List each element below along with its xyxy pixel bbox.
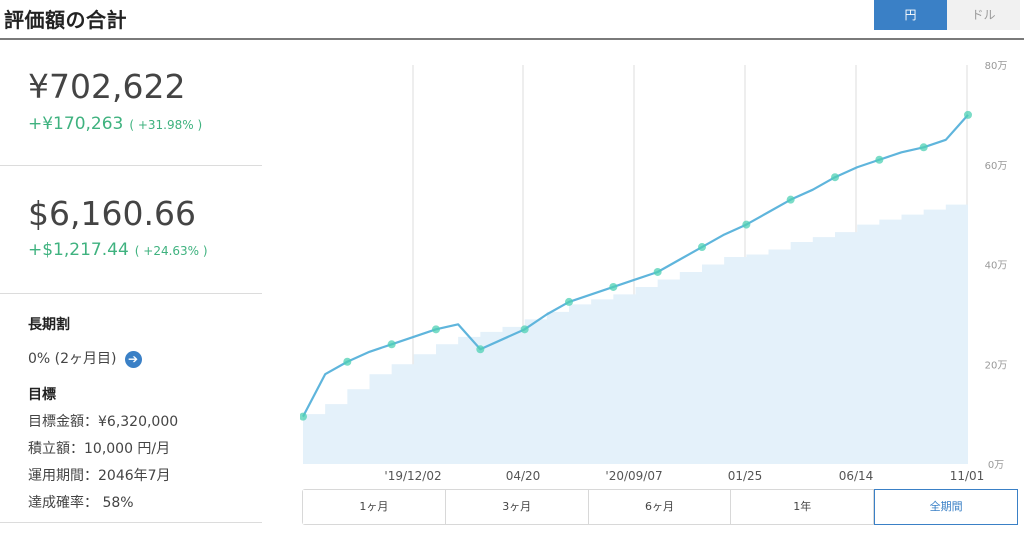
x-tick-label: '19/12/02 <box>384 469 441 483</box>
y-tick-label: 0万 <box>988 460 1004 471</box>
long-term-discount-value: 0% (2ヶ月目) <box>28 351 117 367</box>
usd-gain-value: +$1,217.44 <box>28 240 129 260</box>
long-term-discount-title: 長期割 <box>28 317 70 333</box>
usd-total-amount: $6,160.66 <box>28 194 196 233</box>
x-tick-label: 11/01 <box>950 469 985 483</box>
usd-gain-percent: ( +24.63% ) <box>134 244 208 258</box>
valuation-chart[interactable]: 0万 20万 40万 60万 80万 '19/12/02 04/20 '20/09/07 01/… <box>300 60 1024 490</box>
data-point <box>520 325 529 334</box>
period-1-month-button[interactable]: 1ヶ月 <box>303 490 446 524</box>
data-point <box>343 357 352 366</box>
valuation-line <box>302 114 969 418</box>
data-point <box>786 195 795 204</box>
data-point <box>698 243 706 252</box>
page-title: 評価額の合計 <box>4 8 127 32</box>
data-point <box>432 325 440 334</box>
currency-toggle: 円 ドル <box>874 0 1020 30</box>
period-selector: 1ヶ月 3ヶ月 6ヶ月 1年 全期間 <box>302 489 1018 525</box>
data-point <box>300 412 307 421</box>
x-tick-label: '20/09/07 <box>605 469 662 483</box>
currency-yen-button[interactable]: 円 <box>874 0 947 30</box>
jpy-gain: +¥170,263 ( +31.98% ) <box>28 114 202 134</box>
arrow-right-icon[interactable]: ➔ <box>124 350 142 368</box>
jpy-gain-percent: ( +31.98% ) <box>129 118 203 132</box>
goal-monthly-contribution: 積立額：10,000 円/月 <box>28 441 171 457</box>
long-term-discount-value-row: 0% (2ヶ月目) ➔ <box>28 348 142 368</box>
y-tick-label: 20万 <box>985 360 1008 371</box>
long-term-discount: 長期割 0% (2ヶ月目) ➔ <box>28 314 142 368</box>
y-tick-label: 80万 <box>985 61 1008 72</box>
divider <box>0 522 262 523</box>
data-point <box>742 220 751 229</box>
data-point <box>565 297 573 306</box>
period-all-button[interactable]: 全期間 <box>874 489 1018 525</box>
goal-period: 運用期間：2046年7月 <box>28 468 171 484</box>
x-tick-label: 01/25 <box>728 469 763 483</box>
contribution-area <box>303 199 968 464</box>
usd-gain: +$1,217.44 ( +24.63% ) <box>28 240 208 260</box>
goal-amount: 目標金額：¥6,320,000 <box>28 414 179 430</box>
goal-probability: 達成確率： 58% <box>28 495 134 511</box>
data-point <box>919 143 928 152</box>
data-point <box>476 345 485 354</box>
header: 評価額の合計 円 ドル <box>0 0 1024 40</box>
y-tick-label: 40万 <box>985 261 1008 272</box>
y-tick-label: 60万 <box>985 161 1008 172</box>
x-tick-label: 04/20 <box>506 469 541 483</box>
data-point <box>964 110 972 119</box>
x-tick-label: 06/14 <box>839 469 874 483</box>
data-point <box>653 267 662 276</box>
data-point <box>875 155 884 164</box>
period-6-month-button[interactable]: 6ヶ月 <box>588 490 732 524</box>
data-point <box>831 173 839 182</box>
data-point <box>609 282 618 291</box>
period-3-month-button[interactable]: 3ヶ月 <box>445 490 589 524</box>
goal-title: 目標 <box>28 387 56 403</box>
jpy-total-amount: ¥702,622 <box>28 67 186 106</box>
period-1-year-button[interactable]: 1年 <box>731 490 875 524</box>
currency-dollar-button[interactable]: ドル <box>947 0 1020 30</box>
jpy-summary-card: ¥702,622 +¥170,263 ( +31.98% ) <box>0 42 262 166</box>
jpy-gain-value: +¥170,263 <box>28 114 124 134</box>
goal-section: 目標 目標金額：¥6,320,000 積立額：10,000 円/月 運用期間：2… <box>28 384 178 512</box>
usd-summary-card: $6,160.66 +$1,217.44 ( +24.63% ) <box>0 166 262 294</box>
data-point <box>387 340 396 349</box>
